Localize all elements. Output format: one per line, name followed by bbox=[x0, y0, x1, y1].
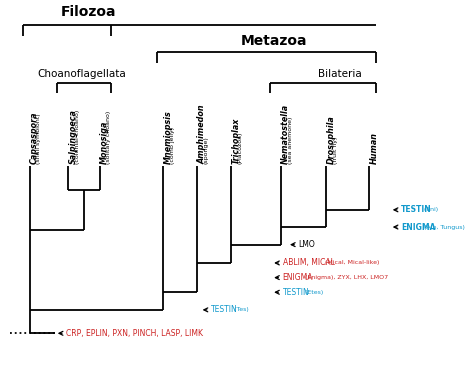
Text: (sponge): (sponge) bbox=[204, 136, 209, 164]
Text: (Enigma), ZYX, LHX, LMO7: (Enigma), ZYX, LHX, LMO7 bbox=[303, 275, 389, 280]
Text: (comb jelly): (comb jelly) bbox=[170, 127, 175, 164]
Text: (snail symbiont): (snail symbiont) bbox=[36, 113, 41, 164]
Text: (Mical, Mical-like): (Mical, Mical-like) bbox=[323, 260, 379, 266]
Text: (Fni): (Fni) bbox=[422, 207, 438, 212]
Text: Drosophila: Drosophila bbox=[327, 115, 336, 164]
Text: ABLIM, MICAL: ABLIM, MICAL bbox=[283, 259, 335, 267]
Text: (sea anemone): (sea anemone) bbox=[288, 117, 292, 164]
Text: CRP, EPLIN, PXN, PINCH, LASP, LIMK: CRP, EPLIN, PXN, PINCH, LASP, LIMK bbox=[66, 329, 203, 338]
Text: TESTIN: TESTIN bbox=[211, 305, 238, 314]
Text: Amphimedon: Amphimedon bbox=[198, 105, 207, 164]
Text: (Placozoa): (Placozoa) bbox=[238, 132, 243, 164]
Text: (Tes): (Tes) bbox=[232, 307, 249, 312]
Text: Metazoa: Metazoa bbox=[241, 34, 308, 48]
Text: Human: Human bbox=[369, 132, 378, 164]
Text: (solitary choano): (solitary choano) bbox=[107, 111, 111, 164]
Text: ENIGMA: ENIGMA bbox=[283, 273, 313, 282]
Text: Mnemiopsis: Mnemiopsis bbox=[164, 110, 173, 164]
Text: Trichoplax: Trichoplax bbox=[231, 118, 240, 164]
Text: (Etes): (Etes) bbox=[303, 290, 324, 295]
Text: LMO: LMO bbox=[298, 240, 315, 249]
Text: Choanoflagellata: Choanoflagellata bbox=[37, 69, 127, 79]
Text: TESTIN: TESTIN bbox=[283, 288, 309, 297]
Text: Monosiga: Monosiga bbox=[100, 121, 109, 164]
Text: (fruit fly): (fruit fly) bbox=[333, 137, 338, 164]
Text: Filozoa: Filozoa bbox=[61, 5, 117, 19]
Text: (colonial choano): (colonial choano) bbox=[75, 110, 80, 164]
Text: ENIGMA: ENIGMA bbox=[401, 222, 436, 231]
Text: Salpingoeca: Salpingoeca bbox=[68, 109, 77, 164]
Text: Capsaspora: Capsaspora bbox=[30, 112, 39, 164]
Text: TESTIN: TESTIN bbox=[401, 205, 432, 214]
Text: (Alp, Tungus): (Alp, Tungus) bbox=[422, 225, 465, 230]
Text: Nematostella: Nematostella bbox=[281, 104, 290, 164]
Text: Bilateria: Bilateria bbox=[318, 69, 362, 79]
